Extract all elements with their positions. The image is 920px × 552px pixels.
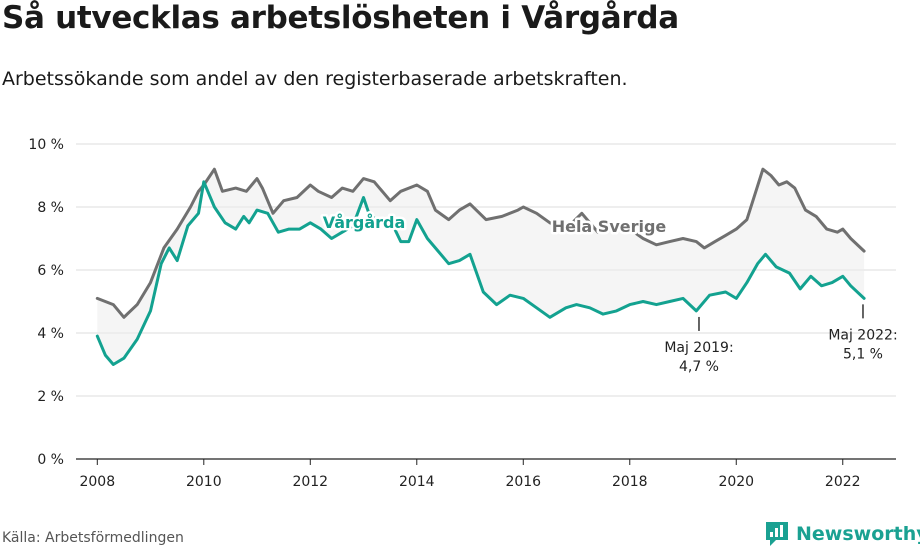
brand-logo: Newsworthy bbox=[764, 520, 920, 548]
x-tick-label: 2016 bbox=[505, 474, 541, 490]
axes: 0 % 2 % 4 % 6 % 8 % 10 % 2008 2010 2012 2014 2016 2… bbox=[28, 137, 860, 490]
brand-name: Newsworthy bbox=[796, 523, 920, 545]
y-tick-label: 4 % bbox=[37, 326, 64, 342]
annotation-label: Maj 2019: bbox=[664, 340, 733, 356]
x-tick-label: 2010 bbox=[186, 474, 222, 490]
annotation-value: 4,7 % bbox=[679, 359, 719, 375]
difference-band bbox=[97, 170, 865, 365]
x-tick-label: 2014 bbox=[399, 474, 435, 490]
series-label-hela-sverige: Hela Sverige bbox=[552, 217, 667, 236]
x-tick-label: 2022 bbox=[825, 474, 861, 490]
series-label-hela-sverige-halo: Hela Sverige bbox=[552, 217, 667, 236]
source-note: Källa: Arbetsförmedlingen bbox=[2, 530, 184, 546]
x-tick-label: 2008 bbox=[79, 474, 115, 490]
difference-band-area bbox=[97, 170, 865, 365]
x-tick-label: 2018 bbox=[612, 474, 648, 490]
y-tick-label: 2 % bbox=[37, 389, 64, 405]
y-tick-label: 8 % bbox=[37, 200, 64, 216]
series-label-vargarda: Vårgårda bbox=[323, 213, 406, 232]
series-line-vargarda bbox=[95, 180, 866, 366]
series-label-vargarda-halo: Vårgårda bbox=[323, 213, 406, 232]
chart-title: Så utvecklas arbetslösheten i Vårgårda bbox=[2, 0, 679, 36]
gridlines bbox=[76, 143, 896, 460]
x-tick-label: 2020 bbox=[718, 474, 754, 490]
y-tick-label: 6 % bbox=[37, 263, 64, 279]
annotation-label: Maj 2022: bbox=[828, 327, 897, 343]
annotations: Maj 2019: 4,7 % Maj 2022: 5,1 % bbox=[664, 304, 898, 375]
series-line-hela-sverige bbox=[95, 167, 866, 319]
newsworthy-logo-icon bbox=[766, 522, 788, 546]
y-tick-label: 10 % bbox=[28, 137, 64, 153]
series-lines bbox=[95, 167, 866, 366]
chart-subtitle: Arbetssökande som andel av den registerb… bbox=[2, 68, 628, 90]
annotation-value: 5,1 % bbox=[843, 346, 883, 362]
x-tick-label: 2012 bbox=[292, 474, 328, 490]
y-tick-label: 0 % bbox=[37, 452, 64, 468]
